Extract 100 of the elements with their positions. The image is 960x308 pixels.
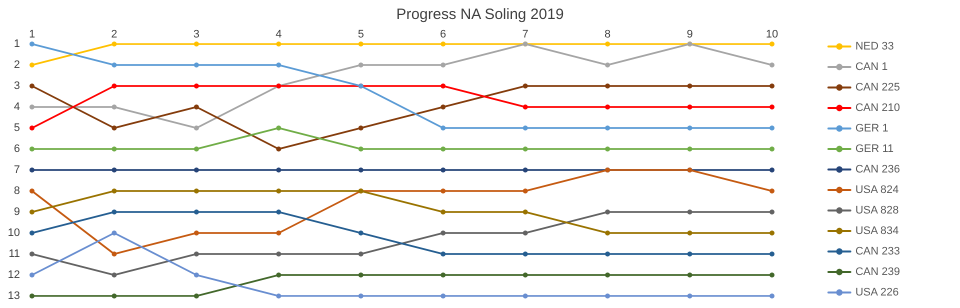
legend-label: CAN 225: [855, 82, 900, 94]
point: [522, 168, 528, 172]
point: [605, 126, 610, 130]
point: [30, 168, 34, 172]
point: [440, 210, 446, 214]
x-tick-label: 3: [193, 28, 200, 40]
point: [440, 42, 446, 46]
point: [276, 272, 282, 278]
point: [687, 272, 692, 278]
point: [687, 294, 692, 298]
point: [112, 188, 117, 194]
point: [770, 188, 774, 194]
point: [687, 146, 692, 152]
point: [112, 210, 117, 214]
point: [30, 272, 34, 278]
point: [194, 252, 199, 256]
point: [276, 168, 282, 172]
y-tick-label: 11: [8, 248, 20, 260]
point: [112, 84, 117, 88]
point: [522, 84, 528, 88]
point: [276, 146, 282, 152]
point: [440, 272, 446, 278]
point: [687, 210, 692, 214]
point: [30, 146, 34, 152]
point: [30, 294, 34, 298]
point: [194, 188, 199, 194]
point: [194, 84, 199, 88]
point: [440, 230, 446, 236]
legend-label: CAN 236: [855, 164, 900, 176]
point: [30, 42, 34, 46]
x-tick-label: 8: [604, 28, 611, 40]
y-tick-label: 4: [14, 101, 20, 113]
point: [770, 252, 774, 256]
point: [276, 294, 282, 298]
y-tick-label: 12: [8, 269, 20, 281]
point: [605, 104, 610, 110]
point: [276, 252, 282, 256]
y-tick-label: 9: [14, 206, 20, 218]
point: [770, 146, 774, 152]
point: [112, 272, 117, 278]
point: [30, 62, 34, 68]
point: [30, 210, 34, 214]
point: [522, 126, 528, 130]
y-tick-label: 2: [14, 59, 20, 71]
legend-label: CAN 239: [855, 266, 900, 278]
point: [194, 294, 199, 298]
point: [522, 188, 528, 194]
y-tick-label: 8: [14, 185, 20, 197]
point: [440, 294, 446, 298]
legend-label: CAN 233: [855, 246, 900, 258]
point: [112, 146, 117, 152]
legend-label: USA 824: [855, 184, 899, 196]
point: [194, 272, 199, 278]
legend-label: USA 226: [855, 286, 899, 298]
legend-label: USA 834: [855, 225, 899, 237]
point: [440, 62, 446, 68]
y-tick-label: 10: [8, 227, 20, 239]
point: [194, 210, 199, 214]
x-tick-label: 9: [686, 28, 693, 40]
point: [440, 84, 446, 88]
y-tick-label: 3: [14, 80, 20, 92]
point: [30, 230, 34, 236]
point: [276, 126, 282, 130]
point: [30, 126, 34, 130]
point: [194, 42, 199, 46]
point: [770, 210, 774, 214]
legend-label: GER 1: [855, 122, 888, 134]
legend-label: CAN 210: [855, 102, 900, 114]
x-tick-label: 6: [440, 28, 446, 40]
point: [770, 126, 774, 130]
point: [522, 146, 528, 152]
point: [770, 230, 774, 236]
x-tick-label: 4: [276, 28, 282, 40]
point: [522, 230, 528, 236]
point: [358, 230, 364, 236]
point: [522, 104, 528, 110]
point: [194, 126, 199, 130]
point: [112, 294, 117, 298]
point: [358, 168, 364, 172]
point: [276, 42, 282, 46]
point: [440, 252, 446, 256]
x-tick-label: 1: [28, 28, 36, 40]
point: [770, 104, 774, 110]
point: [605, 252, 610, 256]
point: [770, 168, 774, 172]
point: [194, 104, 199, 110]
point: [522, 294, 528, 298]
point: [605, 210, 610, 214]
point: [522, 210, 528, 214]
x-tick-label: 10: [766, 28, 778, 40]
point: [30, 104, 34, 110]
point: [770, 272, 774, 278]
point: [30, 188, 34, 194]
point: [605, 42, 610, 46]
point: [112, 62, 117, 68]
point: [276, 230, 282, 236]
point: [440, 168, 446, 172]
point: [440, 104, 446, 110]
legend-label: NED 33: [855, 40, 894, 52]
point: [770, 84, 774, 88]
